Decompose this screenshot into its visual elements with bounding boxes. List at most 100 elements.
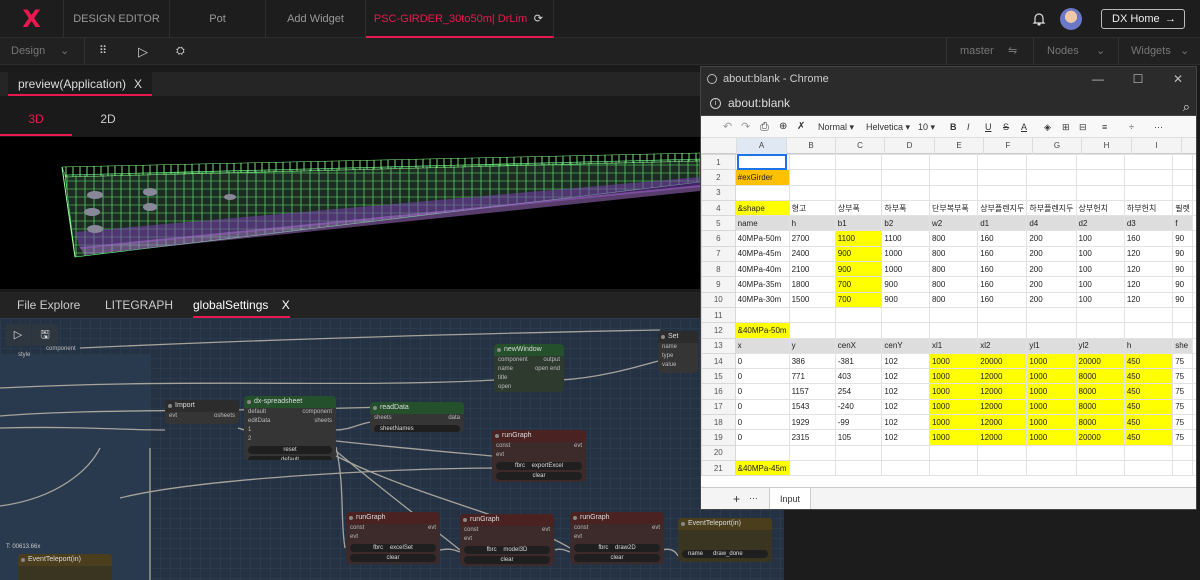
import-node[interactable]: Import evt osheets xyxy=(165,400,239,424)
cell[interactable]: 2100 xyxy=(788,261,836,278)
cell[interactable]: 90 xyxy=(1172,276,1193,293)
cell[interactable]: 102 xyxy=(881,383,930,400)
cell[interactable] xyxy=(977,459,1028,477)
cell[interactable]: 200 xyxy=(1026,276,1077,293)
cell[interactable] xyxy=(1026,444,1077,461)
cell[interactable]: #exGirder xyxy=(734,169,790,186)
cell[interactable]: 102 xyxy=(881,414,930,431)
cell[interactable] xyxy=(881,306,930,324)
run-graph-model3d-node[interactable]: runGraph const evt evt fbrc model3D clear xyxy=(460,514,554,566)
row-number[interactable]: 16 xyxy=(701,383,736,400)
graph-save-button[interactable]: 🖫 xyxy=(32,324,58,346)
cell[interactable]: 160 xyxy=(977,291,1028,308)
cell[interactable]: 0 xyxy=(734,383,790,400)
cell[interactable]: -240 xyxy=(834,398,883,416)
cell[interactable]: 200 xyxy=(1026,291,1077,308)
cell[interactable]: 771 xyxy=(788,368,836,385)
cell[interactable]: 120 xyxy=(1123,261,1174,278)
cell[interactable] xyxy=(788,306,836,324)
cell[interactable] xyxy=(788,322,836,339)
cell[interactable]: she xyxy=(1172,337,1193,354)
cell[interactable]: 800 xyxy=(928,276,979,293)
branch-icon[interactable]: ⇋ xyxy=(1008,45,1018,57)
cell[interactable] xyxy=(788,169,836,186)
cell[interactable] xyxy=(734,306,790,324)
cell[interactable]: 1500 xyxy=(788,291,836,308)
cell[interactable]: 12000 xyxy=(977,429,1028,446)
cell[interactable]: 상부폭 xyxy=(834,199,883,217)
cell[interactable] xyxy=(1172,459,1193,477)
cell[interactable]: 1000 xyxy=(1026,383,1077,400)
cell[interactable]: 105 xyxy=(834,429,883,446)
cell[interactable] xyxy=(928,184,979,201)
cell[interactable] xyxy=(734,184,790,201)
cell[interactable]: 100 xyxy=(1075,245,1125,263)
cell[interactable]: 20000 xyxy=(1075,352,1125,370)
cell[interactable]: 160 xyxy=(977,276,1028,293)
row-number[interactable]: 14 xyxy=(701,352,736,370)
cell[interactable]: 100 xyxy=(1075,230,1125,247)
cell[interactable]: 1543 xyxy=(788,398,836,416)
cell[interactable]: 75 xyxy=(1172,383,1193,400)
cell[interactable] xyxy=(1172,154,1193,171)
cell[interactable]: 200 xyxy=(1026,245,1077,263)
tab-global-settings[interactable]: globalSettings X xyxy=(193,292,290,318)
teleport-name-field[interactable]: name draw_done xyxy=(682,550,768,558)
cell[interactable]: 100 xyxy=(1075,291,1125,308)
cell[interactable]: 40MPa-50m xyxy=(734,230,790,247)
fn-field[interactable]: fbrc draw2D xyxy=(574,544,660,552)
cell[interactable] xyxy=(1026,154,1077,171)
cell[interactable]: 1000 xyxy=(1026,368,1077,385)
cell[interactable]: 하부헌치 xyxy=(1123,199,1174,217)
cell[interactable] xyxy=(1026,459,1077,477)
cell[interactable]: 1100 xyxy=(881,230,930,247)
cell[interactable] xyxy=(1075,459,1125,477)
cell[interactable] xyxy=(1026,322,1077,339)
cell[interactable]: d2 xyxy=(1075,215,1125,232)
cell[interactable]: 160 xyxy=(977,261,1028,278)
cell[interactable] xyxy=(834,184,883,201)
cell[interactable] xyxy=(834,444,883,461)
align-icon[interactable]: ≡ xyxy=(1102,122,1108,132)
row-number[interactable]: 8 xyxy=(701,261,736,278)
text-color-button[interactable]: A xyxy=(1021,122,1028,132)
column-header[interactable]: F xyxy=(984,138,1033,154)
cell[interactable]: 12000 xyxy=(977,368,1028,385)
cell[interactable] xyxy=(977,169,1028,186)
sheet-tab-input[interactable]: Input xyxy=(769,488,812,509)
cell[interactable]: 0 xyxy=(734,398,790,416)
row-number[interactable]: 4 xyxy=(701,199,736,217)
font-size-select[interactable]: 10 ▾ xyxy=(918,116,935,138)
cell[interactable]: 800 xyxy=(928,261,979,278)
cell[interactable] xyxy=(1172,444,1193,461)
cell[interactable]: 100 xyxy=(1075,276,1125,293)
cell[interactable]: 75 xyxy=(1172,429,1193,446)
cell[interactable]: 20000 xyxy=(977,352,1028,370)
nodes-dropdown[interactable]: Nodes xyxy=(1047,45,1079,57)
cell[interactable]: 900 xyxy=(881,276,930,293)
chevron-down-icon[interactable]: ⌄ xyxy=(1096,45,1106,57)
cell[interactable] xyxy=(1026,184,1077,201)
column-header[interactable]: I xyxy=(1132,138,1182,154)
sheet-menu-icon[interactable]: ··· xyxy=(749,493,758,503)
run-graph-draw2d-node[interactable]: runGraph const evt evt fbrc draw2D clear xyxy=(570,512,664,564)
cell[interactable]: 2700 xyxy=(788,230,836,247)
cell[interactable]: 0 xyxy=(734,352,790,370)
row-number[interactable]: 20 xyxy=(701,444,736,461)
cell[interactable]: 1800 xyxy=(788,276,836,293)
cell[interactable]: 형고 xyxy=(788,199,836,217)
row-number[interactable]: 10 xyxy=(701,291,736,308)
cell[interactable] xyxy=(834,459,883,477)
fn-field[interactable]: fbrc model3D xyxy=(464,546,550,554)
cell[interactable]: 12000 xyxy=(977,398,1028,416)
cell[interactable]: 75 xyxy=(1172,398,1193,416)
column-header[interactable]: H xyxy=(1082,138,1132,154)
font-select[interactable]: Helvetica ▾ xyxy=(866,116,910,138)
row-number[interactable]: 1 xyxy=(701,154,736,171)
cell[interactable]: 90 xyxy=(1172,291,1193,308)
cell[interactable]: 1929 xyxy=(788,414,836,431)
cell[interactable]: 8000 xyxy=(1075,368,1125,385)
cell[interactable]: 120 xyxy=(1123,291,1174,308)
cell[interactable] xyxy=(1123,306,1174,324)
cell[interactable]: w2 xyxy=(928,215,979,232)
